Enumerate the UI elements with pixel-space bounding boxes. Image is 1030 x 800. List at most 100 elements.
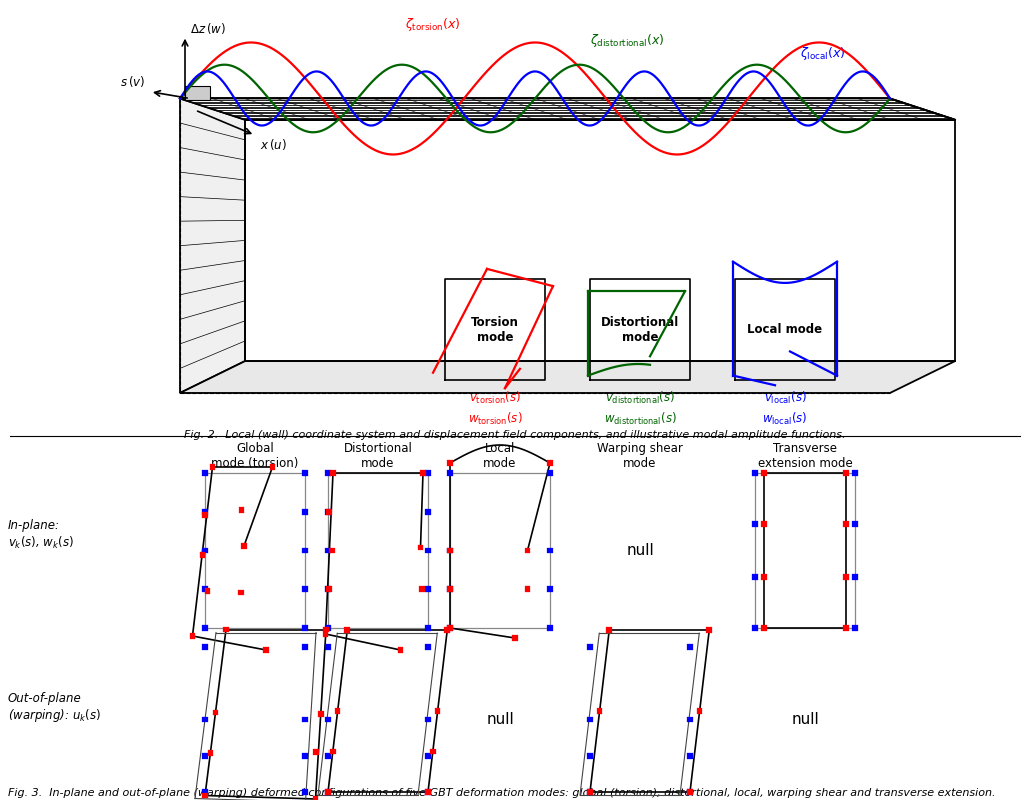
Polygon shape: [752, 574, 758, 580]
Text: $\Delta z\,(w)$: $\Delta z\,(w)$: [190, 21, 226, 36]
Polygon shape: [224, 626, 229, 632]
Polygon shape: [208, 750, 213, 756]
Polygon shape: [202, 644, 208, 650]
Polygon shape: [687, 717, 693, 722]
Text: Distortional
mode: Distortional mode: [344, 442, 412, 470]
Polygon shape: [445, 627, 450, 633]
Polygon shape: [302, 626, 308, 630]
Text: In-plane:
$v_k(s)$, $w_k(s)$: In-plane: $v_k(s)$, $w_k(s)$: [8, 519, 74, 550]
Polygon shape: [325, 509, 331, 514]
Polygon shape: [302, 509, 308, 514]
Polygon shape: [447, 586, 453, 592]
Polygon shape: [327, 586, 332, 592]
Text: null: null: [486, 712, 514, 727]
Polygon shape: [325, 470, 331, 476]
Polygon shape: [844, 470, 849, 476]
Text: $\zeta_{\rm local}(x)$: $\zeta_{\rm local}(x)$: [800, 45, 846, 62]
Polygon shape: [335, 708, 340, 714]
Polygon shape: [330, 749, 336, 754]
Polygon shape: [587, 789, 593, 795]
Polygon shape: [323, 626, 329, 632]
Polygon shape: [418, 545, 423, 550]
Polygon shape: [524, 586, 530, 592]
Polygon shape: [325, 644, 331, 650]
Polygon shape: [302, 470, 308, 476]
Polygon shape: [547, 460, 553, 466]
Text: Fig. 2.  Local (wall) coordinate system and displacement field components, and i: Fig. 2. Local (wall) coordinate system a…: [184, 430, 846, 440]
Polygon shape: [435, 708, 440, 714]
Polygon shape: [587, 753, 593, 758]
Polygon shape: [587, 644, 593, 650]
Text: Local mode: Local mode: [748, 323, 823, 336]
Polygon shape: [447, 626, 453, 630]
Text: null: null: [626, 543, 654, 558]
Polygon shape: [852, 626, 858, 630]
Polygon shape: [425, 644, 431, 650]
Polygon shape: [844, 626, 849, 630]
Polygon shape: [607, 627, 612, 633]
Polygon shape: [596, 708, 603, 714]
Polygon shape: [761, 470, 766, 476]
Polygon shape: [761, 522, 766, 527]
Polygon shape: [325, 789, 331, 795]
Text: $v_{\rm local}(s)$: $v_{\rm local}(s)$: [763, 390, 806, 406]
Polygon shape: [687, 753, 693, 758]
Polygon shape: [687, 644, 693, 650]
Polygon shape: [264, 647, 269, 653]
Polygon shape: [202, 548, 208, 554]
Polygon shape: [752, 470, 758, 476]
Polygon shape: [202, 789, 208, 795]
Polygon shape: [696, 708, 702, 714]
Text: $\zeta_{\rm torsion}(x)$: $\zeta_{\rm torsion}(x)$: [405, 16, 460, 33]
Polygon shape: [325, 586, 331, 592]
Polygon shape: [547, 470, 553, 476]
Polygon shape: [327, 509, 332, 514]
Polygon shape: [398, 647, 404, 653]
Polygon shape: [447, 460, 453, 466]
Polygon shape: [524, 548, 530, 554]
Polygon shape: [419, 586, 424, 592]
Polygon shape: [302, 789, 308, 795]
Polygon shape: [587, 717, 593, 722]
Polygon shape: [852, 574, 858, 580]
Text: $x\,(u)$: $x\,(u)$: [260, 137, 286, 152]
Polygon shape: [761, 626, 766, 630]
Polygon shape: [180, 98, 955, 120]
Polygon shape: [202, 717, 208, 722]
Text: $v_{\rm distortional}(s)$: $v_{\rm distortional}(s)$: [605, 390, 675, 406]
Polygon shape: [587, 789, 593, 795]
Polygon shape: [202, 753, 208, 758]
Polygon shape: [844, 574, 849, 580]
Text: null: null: [791, 712, 819, 727]
Polygon shape: [241, 543, 247, 549]
Polygon shape: [202, 793, 208, 798]
Text: $\zeta_{\rm distortional}(x)$: $\zeta_{\rm distortional}(x)$: [590, 33, 664, 50]
Polygon shape: [687, 789, 693, 795]
Polygon shape: [447, 548, 453, 554]
Polygon shape: [202, 586, 208, 592]
Polygon shape: [331, 470, 336, 476]
Polygon shape: [425, 586, 431, 592]
Polygon shape: [190, 634, 196, 638]
Polygon shape: [325, 789, 331, 795]
Polygon shape: [844, 522, 849, 527]
Polygon shape: [185, 86, 210, 101]
Polygon shape: [302, 586, 308, 592]
Text: Local
mode: Local mode: [483, 442, 517, 470]
Polygon shape: [512, 635, 518, 641]
Text: $w_{\rm torsion}(s)$: $w_{\rm torsion}(s)$: [468, 411, 522, 427]
Text: Transverse
extension mode: Transverse extension mode: [758, 442, 853, 470]
Polygon shape: [707, 627, 712, 633]
Polygon shape: [202, 512, 208, 518]
Polygon shape: [425, 626, 431, 630]
Polygon shape: [318, 711, 323, 717]
Polygon shape: [752, 522, 758, 527]
Polygon shape: [447, 548, 453, 554]
Text: $w_{\rm distortional}(s)$: $w_{\rm distortional}(s)$: [604, 411, 677, 427]
Polygon shape: [313, 750, 318, 755]
Polygon shape: [431, 749, 436, 754]
Polygon shape: [547, 626, 553, 630]
Polygon shape: [425, 470, 431, 476]
Polygon shape: [202, 470, 208, 476]
Polygon shape: [547, 548, 553, 554]
